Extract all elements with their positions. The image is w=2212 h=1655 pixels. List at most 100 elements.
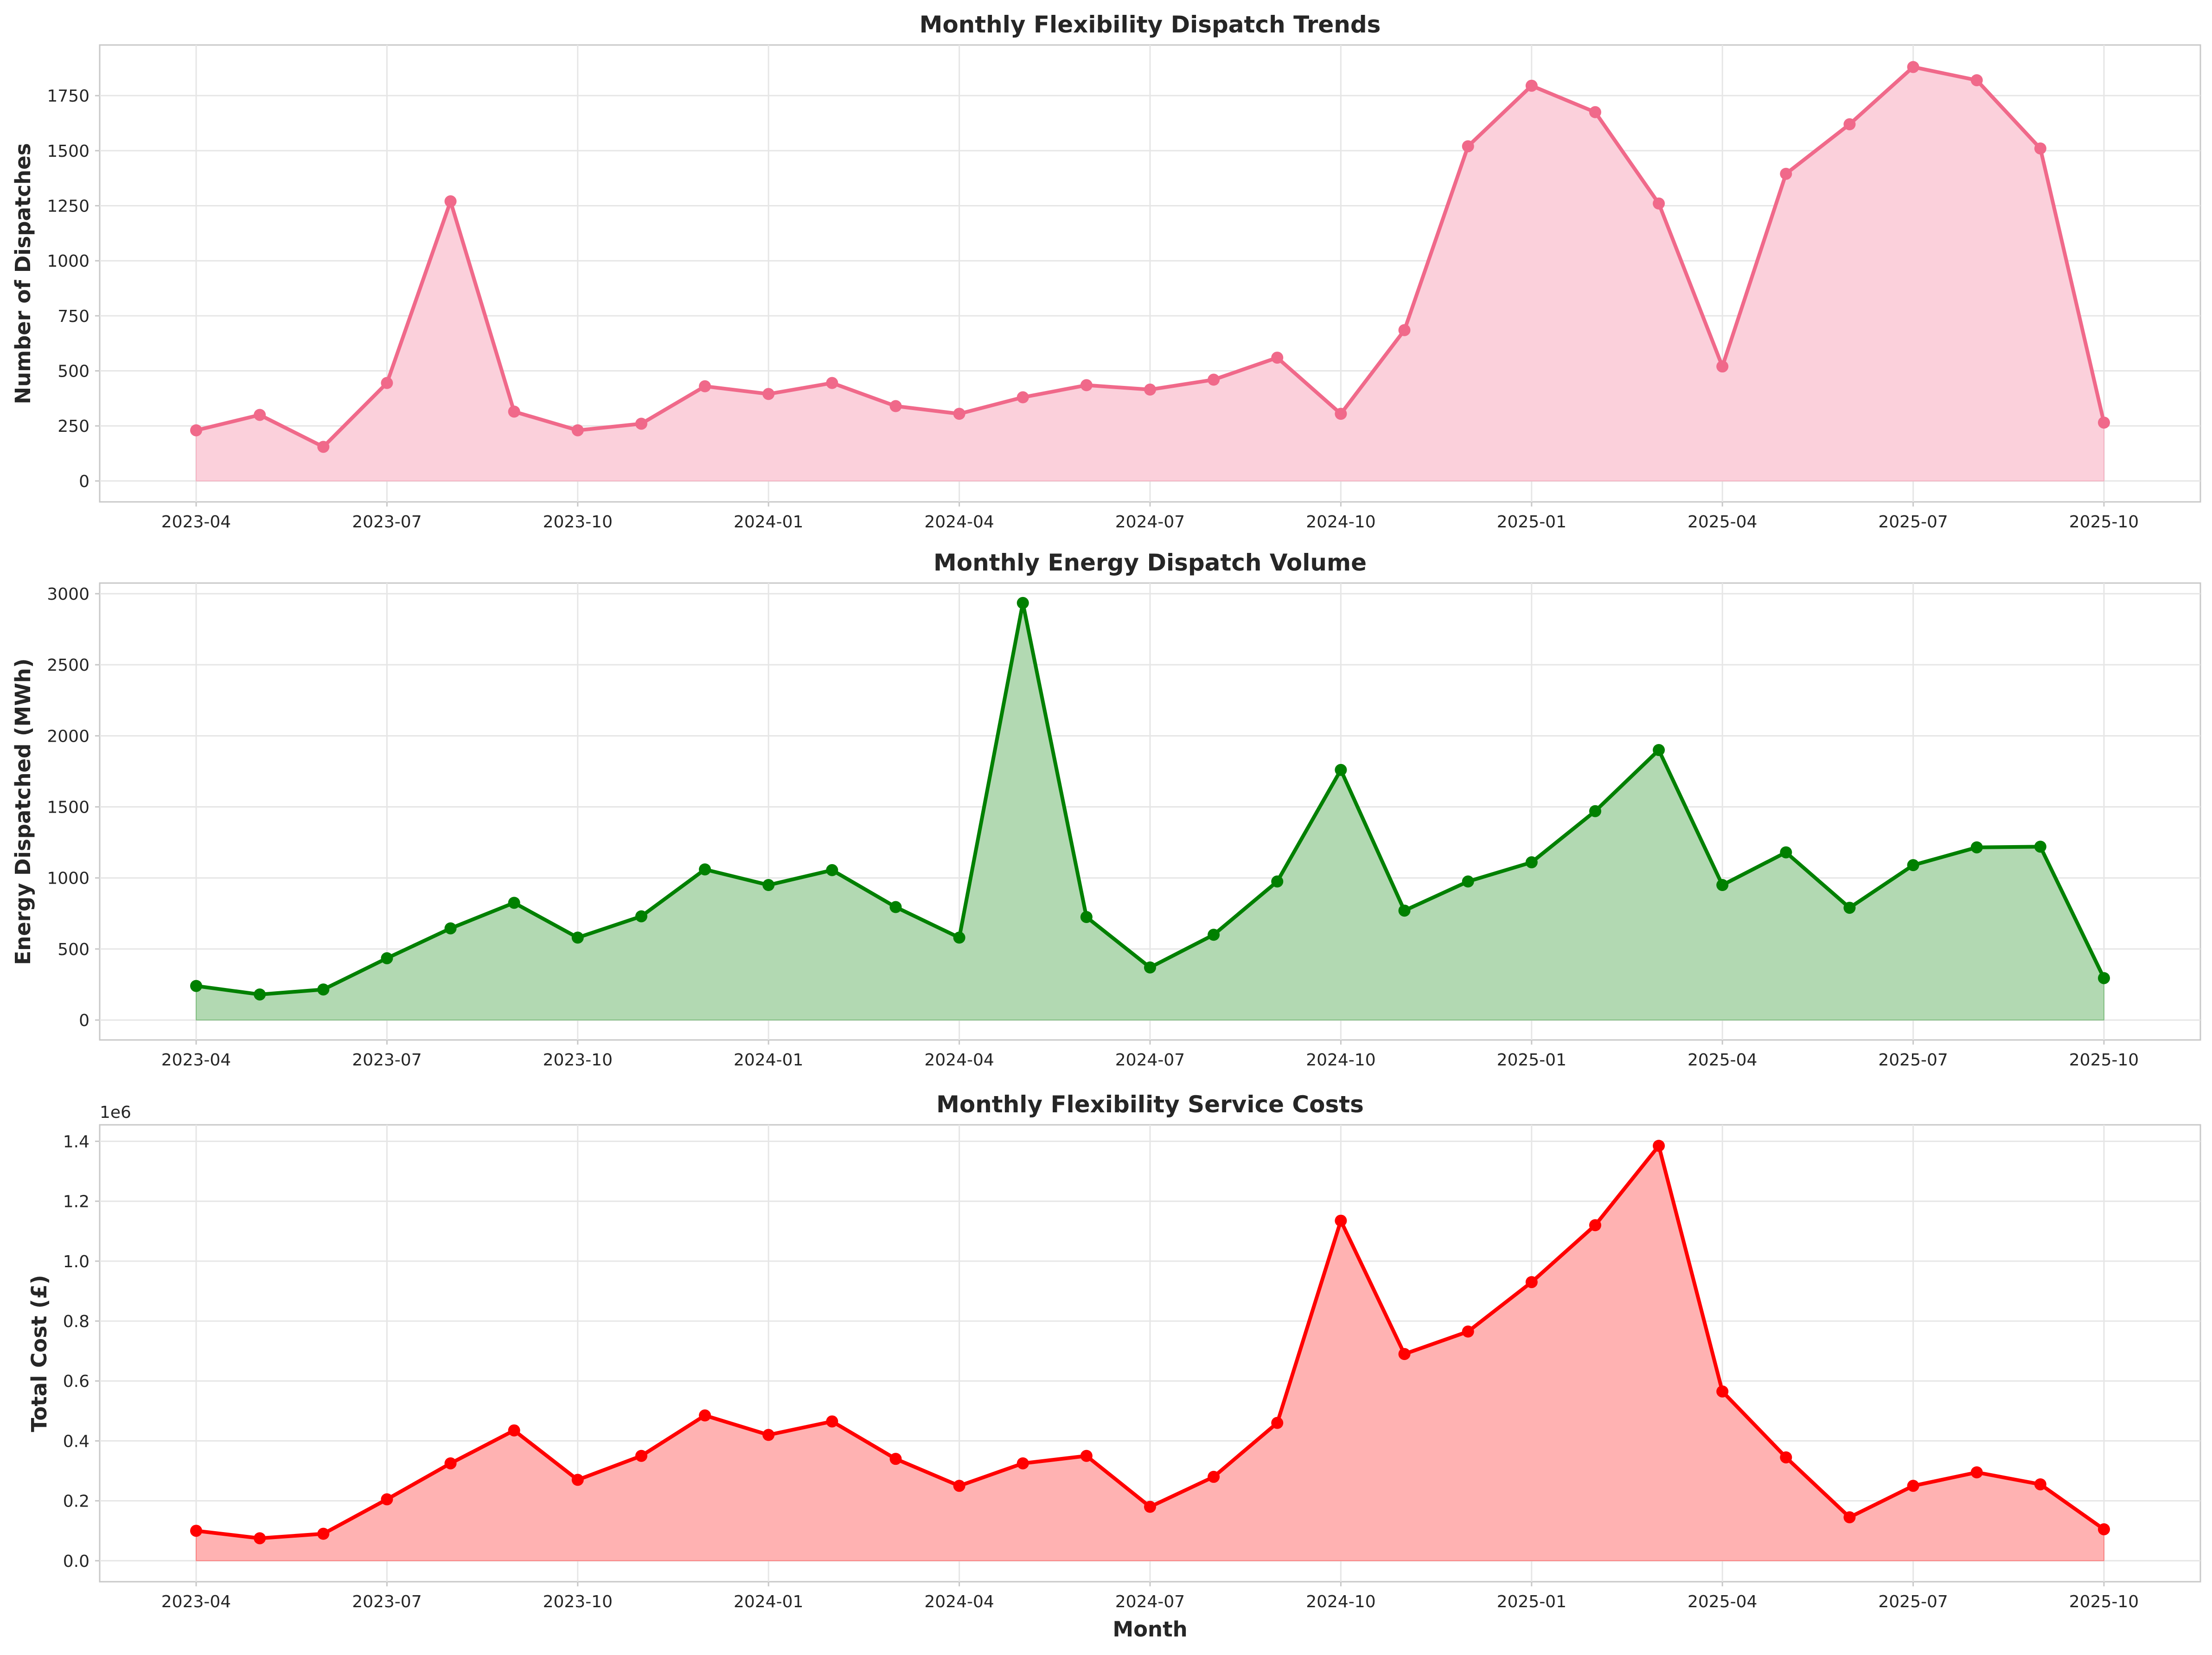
y-tick-label: 2000 (47, 727, 90, 746)
data-point (699, 1409, 711, 1422)
x-tick-label: 2025-07 (1878, 1051, 1948, 1070)
x-tick-label: 2023-07 (352, 1592, 422, 1611)
data-point (1653, 1140, 1665, 1152)
data-point (571, 1474, 584, 1486)
data-point (1525, 1276, 1538, 1289)
x-tick-label: 2024-04 (924, 1051, 994, 1070)
data-point (1970, 1466, 1983, 1479)
data-point (1780, 167, 1792, 180)
data-point (1525, 856, 1538, 869)
data-point (1843, 1511, 1856, 1524)
x-tick-label: 2025-01 (1497, 1051, 1566, 1070)
x-tick-label: 2025-04 (1688, 513, 1757, 532)
data-point (953, 1480, 965, 1492)
x-tick-label: 2025-10 (2069, 513, 2139, 532)
data-point (1780, 846, 1792, 859)
x-tick-label: 2024-01 (734, 1051, 803, 1070)
y-tick-label: 2500 (47, 656, 90, 675)
data-point (1970, 841, 1983, 853)
data-point (889, 901, 902, 913)
data-point (190, 1525, 202, 1537)
y-tick-label: 0.0 (63, 1552, 90, 1571)
data-point (1843, 118, 1856, 130)
data-point (1080, 911, 1093, 923)
data-point (508, 405, 520, 418)
y-tick-label: 1.2 (63, 1193, 90, 1212)
data-point (1144, 383, 1156, 396)
x-tick-label: 2024-10 (1306, 1051, 1375, 1070)
data-point (1716, 879, 1729, 892)
data-point (635, 910, 647, 923)
x-tick-label: 2025-04 (1688, 1051, 1757, 1070)
data-point (254, 988, 266, 1001)
data-point (1525, 79, 1538, 92)
data-point (508, 897, 520, 909)
data-point (444, 1457, 457, 1469)
data-point (1398, 904, 1411, 917)
data-point (1907, 61, 1919, 73)
data-point (762, 1429, 775, 1441)
data-point (1653, 744, 1665, 756)
x-tick-label: 2024-07 (1115, 1592, 1185, 1611)
y-tick-label: 0 (79, 1011, 90, 1030)
data-point (1589, 805, 1601, 817)
x-tick-label: 2025-04 (1688, 1592, 1757, 1611)
x-tick-label: 2025-10 (2069, 1051, 2139, 1070)
y-tick-label: 0.2 (63, 1492, 90, 1511)
chart-title: Monthly Flexibility Service Costs (936, 1091, 1364, 1118)
x-tick-label: 2023-07 (352, 1051, 422, 1070)
y-tick-label: 250 (58, 417, 90, 436)
data-point (317, 1527, 330, 1540)
data-point (1335, 763, 1347, 776)
y-axis-label: Total Cost (£) (27, 1275, 51, 1432)
x-tick-label: 2024-10 (1306, 513, 1375, 532)
data-point (317, 983, 330, 996)
data-point (635, 1450, 647, 1462)
data-point (1144, 961, 1156, 974)
y-offset-label: 1e6 (100, 1103, 131, 1122)
y-axis-ticks: 0 500 1000 1500 2000 2500 3000 (47, 585, 100, 1030)
data-point (2098, 972, 2110, 984)
x-tick-label: 2025-07 (1878, 1592, 1948, 1611)
data-point (571, 424, 584, 436)
data-point (826, 1415, 838, 1428)
data-point (1462, 1325, 1474, 1338)
y-tick-label: 0.8 (63, 1312, 90, 1331)
data-point (1016, 597, 1029, 609)
data-point (889, 400, 902, 412)
data-point (699, 863, 711, 876)
data-point (1271, 1417, 1284, 1429)
data-point (1716, 360, 1729, 373)
panel-energy-volume: Monthly Energy Dispatch Volume Energy Di… (11, 549, 2201, 1070)
x-tick-label: 2025-07 (1878, 513, 1948, 532)
data-point (1271, 875, 1284, 888)
x-axis-ticks: 2023-04 2023-07 2023-10 2024-01 2024-04 2024-… (161, 502, 2139, 532)
data-point (1907, 1480, 1919, 1492)
data-point (1208, 373, 1220, 386)
y-tick-label: 750 (58, 307, 90, 326)
data-point (1144, 1501, 1156, 1513)
x-tick-label: 2024-04 (924, 1592, 994, 1611)
data-point (889, 1453, 902, 1465)
y-tick-label: 500 (58, 940, 90, 959)
data-point (635, 417, 647, 430)
data-point (381, 377, 393, 389)
x-tick-label: 2024-10 (1306, 1592, 1375, 1611)
y-tick-label: 500 (58, 362, 90, 381)
x-tick-label: 2023-10 (543, 1592, 613, 1611)
y-tick-label: 0.6 (63, 1372, 90, 1391)
data-point (444, 922, 457, 935)
data-point (190, 980, 202, 992)
chart-title: Monthly Flexibility Dispatch Trends (920, 11, 1381, 38)
data-point (953, 931, 965, 944)
x-tick-label: 2025-10 (2069, 1592, 2139, 1611)
y-tick-label: 1.0 (63, 1252, 90, 1271)
data-point (1271, 352, 1284, 364)
x-tick-label: 2025-01 (1497, 513, 1566, 532)
data-point (1843, 902, 1856, 914)
data-point (1462, 140, 1474, 153)
data-point (1970, 74, 1983, 86)
data-point (1398, 324, 1411, 336)
data-points (190, 61, 2110, 453)
